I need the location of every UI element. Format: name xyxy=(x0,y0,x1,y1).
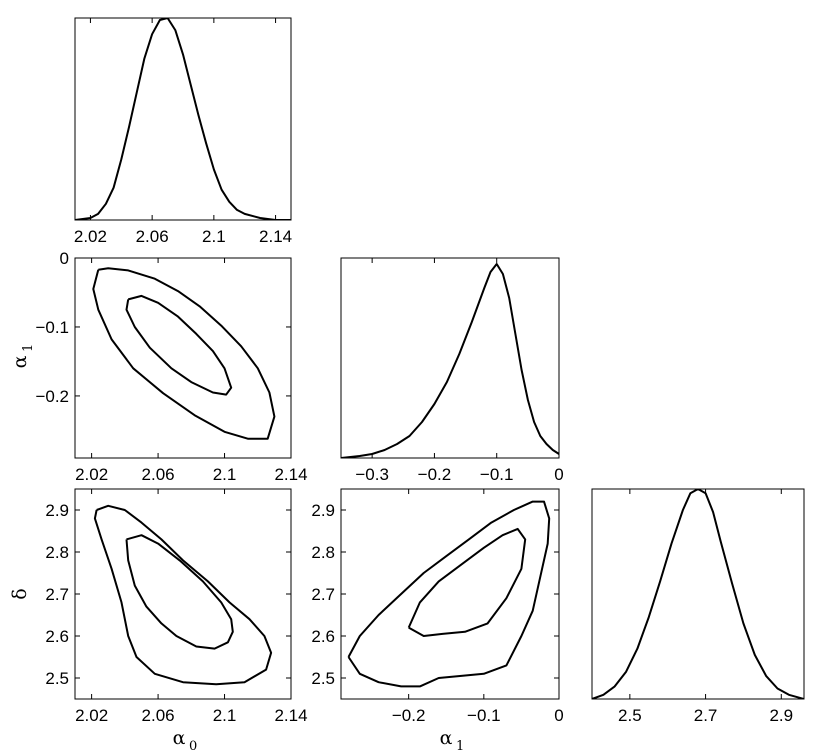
panel-a1_delta_contour: −0.2 −0.1 0 2.5 2.6 2.7 2.8 2.9 α 1 xyxy=(311,488,564,754)
x-tick-label: −0.2 xyxy=(418,465,452,484)
x-tick-label: 2.9 xyxy=(769,706,793,725)
plot-frame xyxy=(74,257,292,459)
contour-line xyxy=(125,294,233,396)
y-tick-label: 2.8 xyxy=(311,543,335,562)
x-tick-label: 2.06 xyxy=(142,465,175,484)
y-tick-label: −0.1 xyxy=(35,318,69,337)
plot-frame xyxy=(340,257,560,459)
y-tick-label: 2.5 xyxy=(45,669,69,688)
y-tick-label: 2.5 xyxy=(311,669,335,688)
contour-line xyxy=(407,527,527,637)
plot-frame xyxy=(74,17,292,221)
x-tick-label: −0.1 xyxy=(467,706,501,725)
x-tick-label: 0 xyxy=(554,706,563,725)
x-tick-label: −0.1 xyxy=(480,465,514,484)
density-curve xyxy=(592,489,804,699)
x-tick-label: −0.3 xyxy=(355,465,389,484)
y-tick-label: 0 xyxy=(60,249,69,268)
y-axis-label-subscript: 1 xyxy=(21,344,36,352)
plot-frame xyxy=(340,488,560,700)
y-axis-label-group: α1 xyxy=(9,344,36,369)
panel-a0_delta_contour: 2.02 2.06 2.1 2.14 2.5 2.6 2.7 2.8 2.9 α 0 δ xyxy=(9,488,308,754)
x-tick-label: 2.7 xyxy=(694,706,718,725)
plot-frame xyxy=(74,488,292,700)
y-axis-label-group: δ xyxy=(9,588,31,599)
panel-a0_a1_contour: 2.02 2.06 2.1 2.140−0.1−0.2α1 xyxy=(9,249,308,484)
x-tick-label: 2.14 xyxy=(274,706,307,725)
y-tick-label: 2.9 xyxy=(311,501,335,520)
x-tick-label: 2.06 xyxy=(142,706,175,725)
contour-line xyxy=(125,534,234,650)
density-curve xyxy=(75,18,291,220)
x-tick-label: 2.1 xyxy=(213,706,237,725)
y-tick-label: 2.7 xyxy=(311,585,335,604)
panel-a1_marginal: −0.3 −0.2 −0.1 0 xyxy=(340,257,564,484)
x-axis-label: α xyxy=(440,727,453,749)
contour-line xyxy=(93,504,273,686)
y-axis-label: α xyxy=(9,355,31,368)
x-tick-label: −0.2 xyxy=(392,706,426,725)
x-tick-label: 2.02 xyxy=(75,706,108,725)
y-tick-label: −0.2 xyxy=(35,387,69,406)
y-tick-label: 2.8 xyxy=(45,543,69,562)
x-axis-label: α xyxy=(173,727,186,749)
x-axis-label-subscript: 1 xyxy=(456,739,464,754)
x-tick-label: 2.5 xyxy=(618,706,642,725)
panel-delta_marginal: 2.5 2.7 2.9 xyxy=(591,488,805,725)
y-tick-label: 2.6 xyxy=(45,627,69,646)
panel-a0_marginal: 2.02 2.06 2.1 2.14 xyxy=(74,17,292,246)
x-tick-label: 2.02 xyxy=(75,465,108,484)
x-tick-label: 2.1 xyxy=(202,227,226,246)
x-tick-label: 2.14 xyxy=(274,465,307,484)
y-tick-label: 2.6 xyxy=(311,627,335,646)
density-curve xyxy=(341,263,559,458)
plot-frame xyxy=(591,488,805,700)
x-axis-label-subscript: 0 xyxy=(189,739,197,754)
x-tick-label: 0 xyxy=(554,465,563,484)
contour-line xyxy=(92,267,276,440)
y-axis-label: δ xyxy=(9,588,31,599)
contour-line xyxy=(347,500,551,688)
x-tick-label: 2.06 xyxy=(136,227,169,246)
x-tick-label: 2.1 xyxy=(213,465,237,484)
panels-group: 2.02 2.06 2.1 2.14 2.02 2.06 2.1 2.14 0 −0.1 −0.2 α… xyxy=(9,17,805,754)
y-tick-label: 2.9 xyxy=(45,501,69,520)
x-tick-label: 2.14 xyxy=(259,227,292,246)
x-tick-label: 2.02 xyxy=(74,227,107,246)
y-tick-label: 2.7 xyxy=(45,585,69,604)
